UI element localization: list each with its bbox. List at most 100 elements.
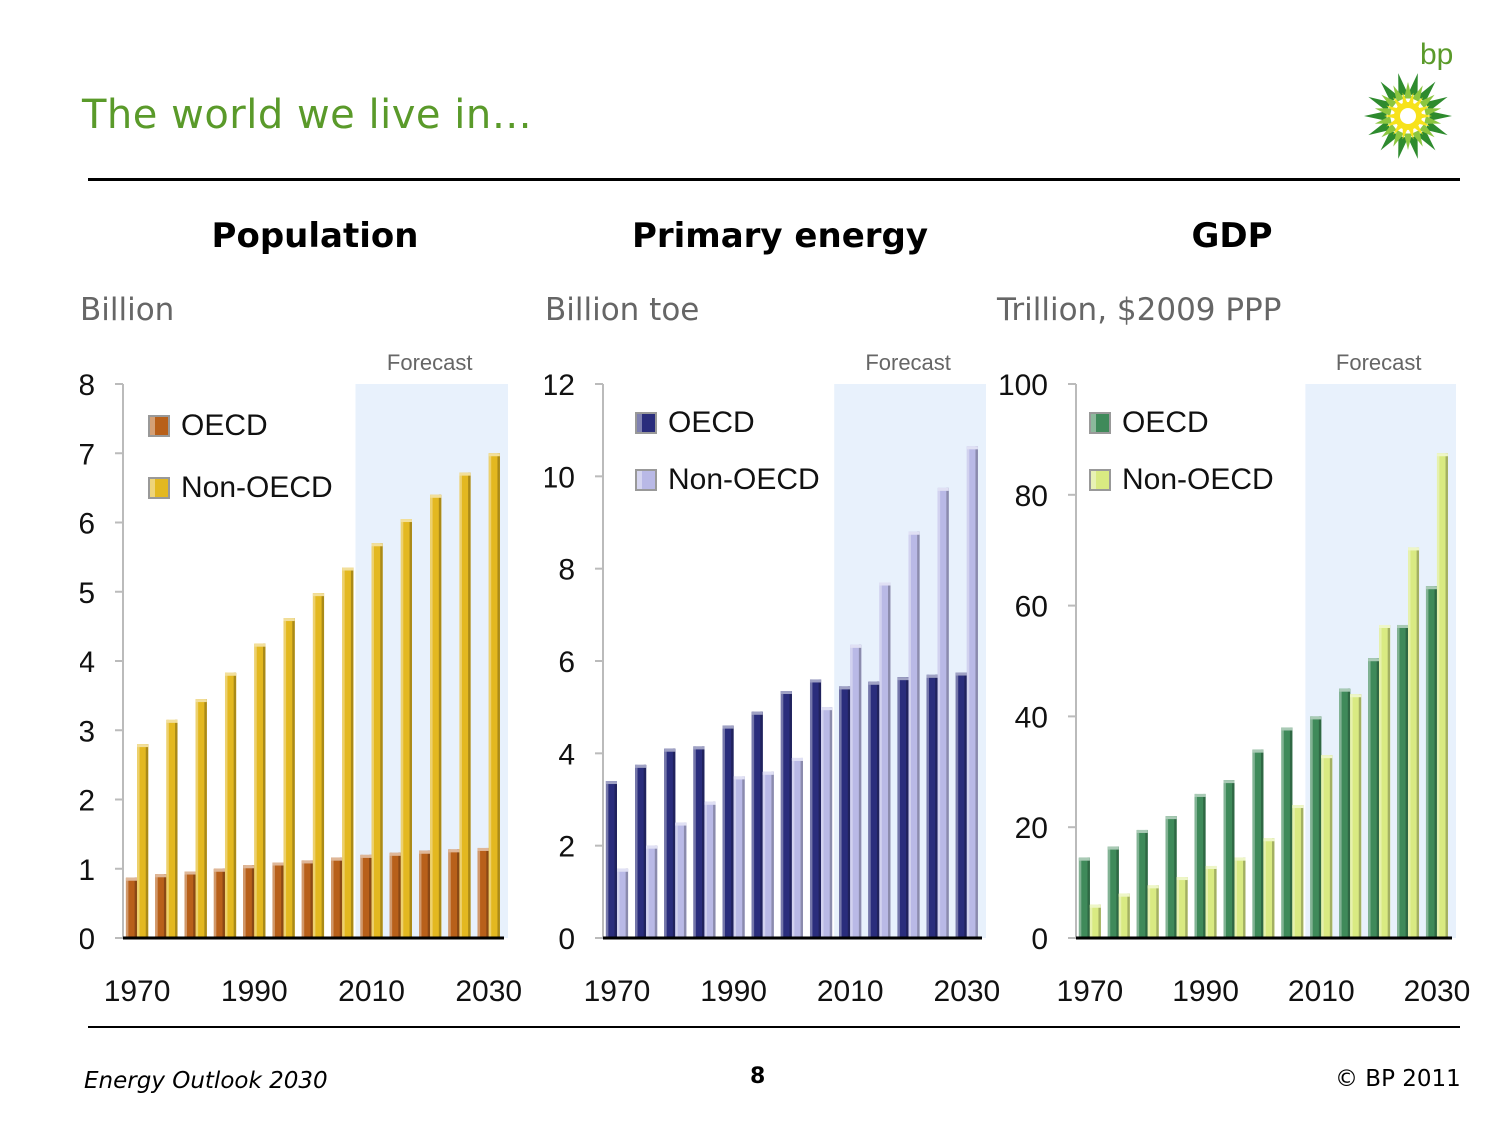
bar-oecd-2000 [301,860,313,938]
bar-non-oecd-2010 [850,644,862,938]
bar-shadow [858,644,862,938]
gdp-plot: Forecast 0 20 40 60 80 100 1970 1990 2010 2030 OECD… [998,350,1470,1008]
primary-energy-chart: Primary energy Billion toe Forecast 0 2 4 6 8… [545,200,1015,1020]
chart-unit-label: Trillion, $2009 PPP [997,292,1282,328]
bar-oecd-1985 [213,868,225,938]
y-tick-label: 6 [80,508,95,541]
bar-highlight [166,719,169,938]
bar-highlight [664,748,667,938]
bar-highlight [448,849,451,938]
bar-highlight [360,854,363,938]
bar-non-oecd-1990 [1205,865,1217,938]
bar-shadow [683,822,687,938]
bar-cap [1118,893,1130,897]
bar-cap [1379,624,1391,628]
bar-cap [459,472,471,476]
bar-highlight [1089,904,1093,938]
bar-non-oecd-2010 [371,543,383,938]
gdp-chart: GDP Trillion, $2009 PPP Forecast 0 20 40 60 8… [997,200,1470,1020]
y-tick-label: 100 [998,369,1048,402]
bar-cap [195,699,207,703]
legend-label-non-oecd: Non-OECD [1122,463,1274,496]
bar-cap [751,711,763,715]
y-tick-label: 8 [558,554,575,587]
bar-shadow [292,618,295,938]
bar-highlight [897,677,900,938]
bar-cap [1078,857,1090,861]
bar-highlight [762,771,766,938]
bar-highlight [459,472,462,938]
bar-highlight [926,674,930,938]
header-divider [88,178,1460,181]
x-tick-label: 1970 [104,975,171,1008]
bar-non-oecd-1985 [704,801,716,938]
bar-non-oecd-1990 [254,643,266,938]
bar-highlight [879,582,882,938]
bar-oecd-1970 [1078,857,1090,938]
bar-non-oecd-1985 [224,672,237,938]
bar-oecd-1990 [722,725,734,938]
bar-oecd-1975 [155,874,167,938]
bar-shadow [468,472,471,938]
bar-non-oecd-2000 [1263,838,1275,938]
bar-oecd-2030 [1425,586,1437,938]
bar-non-oecd-2005 [821,707,833,938]
bar-cap [635,764,647,768]
chart-title: Population [211,216,419,256]
y-tick-label: 4 [558,738,575,771]
bar-non-oecd-1980 [1147,885,1159,938]
bar-oecd-2010 [1310,716,1322,938]
bar-non-oecd-1980 [675,822,687,938]
bar-highlight [213,868,217,938]
bar-cap [1223,780,1235,784]
bar-oecd-2005 [809,679,822,938]
publication-name: Energy Outlook 2030 [84,1068,328,1094]
bar-shadow [1087,857,1090,938]
bar-shadow [251,865,255,938]
copyright: © BP 2011 [1335,1066,1461,1092]
bar-highlight [1176,877,1180,938]
bar-cap [342,567,354,571]
bar-non-oecd-2015 [879,582,891,938]
bar-cap [243,865,255,869]
bar-shadow [818,679,822,938]
bar-highlight [1281,727,1284,938]
population-chart: Population Billion Forecast 0 1 2 3 4 5 6 7 8 1970… [80,200,550,1020]
bar-cap [125,877,138,881]
bar-highlight [1425,586,1429,938]
bar-cap [966,446,978,450]
bar-cap [371,543,383,547]
legend-swatch-highlight [1091,414,1096,432]
bar-highlight [195,699,199,938]
bar-oecd-1985 [693,746,705,938]
bar-cap [937,487,949,491]
bar-cap [791,757,803,761]
y-tick-label: 12 [545,369,575,402]
y-tick-label: 8 [80,369,95,402]
bar-oecd-1995 [1223,780,1235,938]
bar-highlight [400,519,404,938]
bar-shadow [1243,857,1246,938]
bar-cap [1310,716,1322,720]
bar-cap [926,674,938,678]
y-tick-label: 10 [545,461,575,494]
bar-shadow [1318,716,1322,938]
bar-non-oecd-2020 [908,531,920,938]
bar-highlight [850,644,853,938]
y-tick-label: 1 [80,854,95,887]
bp-logo-text: bp [1420,38,1453,71]
primary-energy-plot: Forecast 0 2 4 6 8 10 12 1970 1990 2010 2030 OECD Non… [545,350,1000,1008]
bar-shadow [1145,829,1148,938]
bar-cap [1147,885,1159,889]
bar-oecd-1990 [1194,793,1206,938]
bar-cap [1368,658,1380,662]
bar-shadow [975,446,978,938]
bar-highlight [1321,755,1324,938]
bar-oecd-2005 [331,857,343,938]
bar-highlight [693,746,696,938]
bar-shadow [1214,865,1217,938]
bar-shadow [702,746,705,938]
forecast-label: Forecast [865,350,951,375]
bar-non-oecd-2030 [488,453,500,938]
bar-shadow [1445,453,1448,938]
